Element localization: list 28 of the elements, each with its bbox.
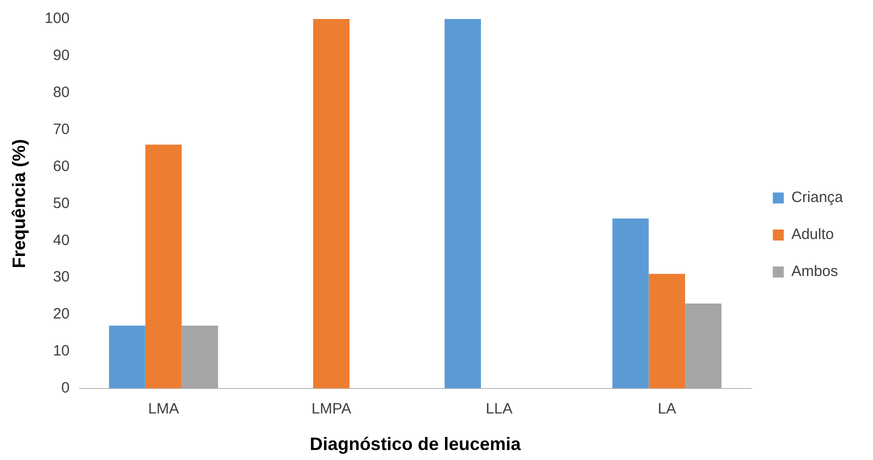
bar — [313, 19, 350, 388]
x-tick-label: LMPA — [311, 400, 352, 418]
bar — [612, 218, 649, 388]
x-tick-label: LLA — [486, 400, 512, 418]
x-tick-label: LA — [658, 400, 676, 418]
y-tick-label: 0 — [61, 380, 70, 397]
y-tick-label: 20 — [52, 306, 70, 323]
bar — [182, 326, 218, 388]
bar — [685, 303, 722, 388]
y-tick-label: 90 — [52, 47, 70, 64]
legend-label: Criança — [791, 189, 844, 206]
y-tick-label: 60 — [52, 158, 70, 175]
y-tick-label: 100 — [44, 10, 70, 28]
y-tick-label: 40 — [52, 232, 70, 249]
x-axis-title: Diagnóstico de leucemia — [310, 434, 522, 454]
x-tick-label: LMA — [148, 400, 179, 418]
y-tick-label: 70 — [52, 120, 70, 138]
bar — [444, 19, 481, 388]
y-tick-label: 80 — [52, 84, 70, 102]
y-tick-label: 10 — [52, 342, 70, 360]
y-tick-label: 50 — [52, 194, 70, 212]
y-tick-label: 30 — [52, 268, 70, 286]
y-axis-title: Frequência (%) — [8, 139, 29, 268]
bar — [145, 144, 182, 388]
legend-label: Adulto — [791, 226, 834, 244]
bar — [108, 326, 146, 388]
legend-label: Ambos — [791, 263, 838, 280]
bar — [648, 274, 686, 388]
